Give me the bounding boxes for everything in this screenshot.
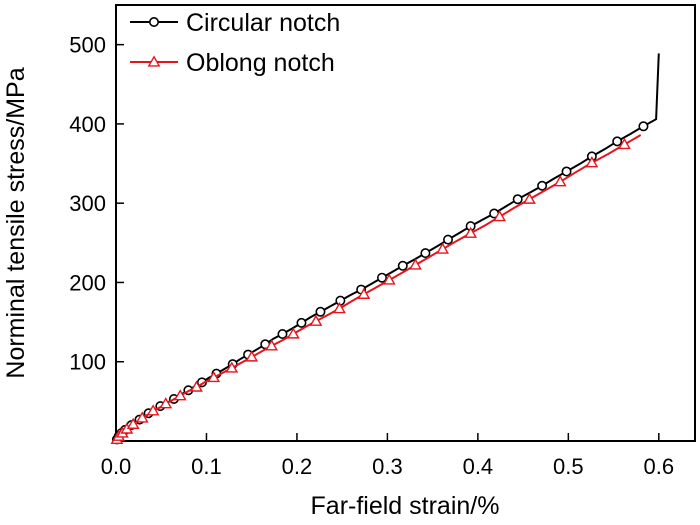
y-tick-label: 100 — [69, 350, 106, 375]
oblong-notch-point — [464, 226, 478, 238]
oblong-notch-point — [173, 389, 187, 401]
circular-notch-point — [512, 194, 523, 205]
oblong-notch-point — [126, 417, 140, 429]
oblong-notch-point — [357, 287, 371, 299]
oblong-notch-point — [190, 380, 203, 392]
circular-notch-point — [397, 260, 408, 271]
x-axis-label: Far-field strain/% — [311, 492, 500, 520]
legend: Circular notch Oblong notch — [130, 9, 340, 77]
x-tick-label: 0.5 — [553, 454, 584, 479]
series-layer — [110, 53, 660, 445]
x-axis: 0.0 0.1 0.2 0.3 0.4 0.5 0.6 — [101, 433, 674, 479]
circular-notch-point — [537, 180, 548, 191]
oblong-notch-point — [618, 137, 631, 150]
legend-circular-notch-label: Circular notch — [186, 9, 340, 37]
oblong-notch-point — [309, 314, 323, 326]
plot-frame — [115, 4, 696, 442]
circular-notch-point — [443, 234, 454, 245]
oblong-notch-point — [135, 411, 149, 423]
oblong-notch-point — [493, 210, 506, 222]
circular-notch-point — [315, 306, 326, 317]
oblong-notch-point — [553, 175, 567, 187]
oblong-notch-point — [585, 156, 599, 168]
y-tick-label: 400 — [69, 112, 106, 137]
oblong-notch-point — [333, 302, 346, 314]
x-tick-label: 0.3 — [372, 454, 403, 479]
legend-circular-notch-marker — [149, 16, 160, 27]
y-tick-label: 200 — [69, 270, 106, 295]
x-tick-label: 0.2 — [282, 454, 313, 479]
circular-notch-point — [420, 248, 431, 259]
oblong-notch-point — [286, 327, 300, 339]
oblong-notch-point — [265, 339, 279, 351]
oblong-notch-point — [245, 350, 259, 362]
y-axis: 100 200 300 400 500 — [69, 33, 124, 375]
oblong-notch-point — [146, 404, 160, 416]
y-axis-label: Norminal tensile stress/MPa — [2, 67, 30, 378]
circular-notch-point — [376, 272, 387, 283]
oblong-notch-point — [207, 370, 221, 383]
circular-notch-point — [561, 166, 572, 177]
oblong-notch-series — [110, 134, 642, 445]
oblong-notch-point — [225, 361, 239, 373]
oblong-notch-point — [382, 273, 396, 285]
circular-notch-point — [277, 328, 288, 339]
x-tick-label: 0.0 — [101, 454, 132, 479]
y-tick-label: 500 — [69, 33, 106, 58]
oblong-notch-point — [159, 397, 173, 409]
oblong-notch-point — [436, 242, 449, 254]
x-tick-label: 0.4 — [463, 454, 494, 479]
legend-oblong-notch-label: Oblong notch — [186, 49, 335, 77]
x-tick-label: 0.6 — [644, 454, 675, 479]
circular-notch-point — [296, 317, 307, 328]
circular-notch-point — [612, 136, 623, 147]
oblong-notch-point — [523, 192, 536, 204]
y-tick-label: 300 — [69, 191, 106, 216]
oblong-notch-point — [409, 258, 422, 270]
circular-notch-point — [638, 121, 649, 132]
x-tick-label: 0.1 — [191, 454, 222, 479]
legend-oblong-notch-marker — [147, 55, 161, 67]
